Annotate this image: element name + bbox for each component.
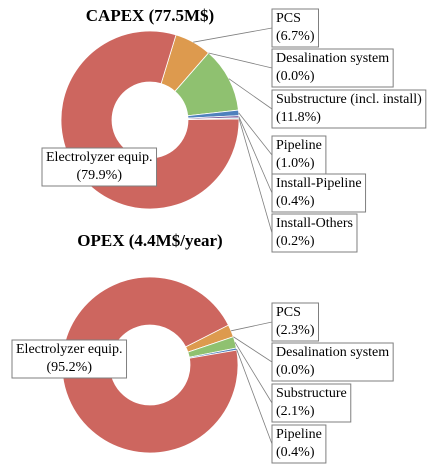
data-label: Desalination system (0.0%)	[271, 342, 394, 382]
data-label: Substructure (incl. install) (11.8%)	[271, 89, 427, 129]
label-box	[271, 135, 327, 175]
leader-line	[231, 321, 273, 332]
data-label: Install-Others (0.2%)	[271, 213, 358, 253]
data-label: Substructure (2.1%)	[271, 383, 352, 423]
label-box	[41, 147, 158, 187]
label-value: (2.1%)	[276, 404, 315, 419]
label-value: (95.2%)	[47, 360, 93, 375]
label-box	[271, 302, 319, 342]
data-label: Electrolyzer equip. (95.2%)	[11, 339, 128, 379]
label-value: (0.0%)	[276, 69, 315, 84]
label-box	[271, 424, 327, 464]
leader-line	[208, 52, 273, 69]
leader-line	[238, 118, 273, 234]
label-box	[271, 89, 427, 129]
label-value: (1.0%)	[276, 156, 315, 171]
label-value: (0.4%)	[276, 445, 315, 460]
leader-line	[234, 342, 273, 404]
donut-slice	[61, 276, 239, 454]
data-label: Install-Pipeline (0.4%)	[271, 173, 367, 213]
label-name: Electrolyzer equip.	[16, 342, 123, 357]
data-label: PCS (6.7%)	[271, 8, 319, 48]
label-name: Substructure (incl. install)	[276, 92, 422, 107]
label-box	[271, 213, 358, 253]
data-label: Pipeline (1.0%)	[271, 135, 327, 175]
label-value: (0.4%)	[276, 194, 315, 209]
label-value: (2.3%)	[276, 323, 315, 338]
label-value: (0.2%)	[276, 234, 315, 249]
label-name: Install-Pipeline	[276, 176, 362, 191]
label-box	[271, 8, 319, 48]
data-label: PCS (2.3%)	[271, 302, 319, 342]
leader-line	[233, 336, 273, 363]
label-name: PCS	[276, 305, 301, 320]
data-label: Electrolyzer equip. (79.9%)	[41, 147, 158, 187]
leader-line	[236, 348, 273, 445]
chart-title: OPEX (4.4M$/year)	[77, 231, 222, 250]
label-name: Pipeline	[276, 427, 322, 442]
label-name: Install-Others	[276, 216, 353, 231]
label-name: Desalination system	[276, 51, 389, 66]
label-value: (11.8%)	[276, 110, 321, 125]
label-name: PCS	[276, 11, 301, 26]
label-value: (0.0%)	[276, 363, 315, 378]
label-box	[271, 173, 367, 213]
label-box	[11, 339, 128, 379]
label-name: Electrolyzer equip.	[46, 150, 153, 165]
leader-line	[238, 116, 273, 194]
leader-line	[238, 112, 273, 156]
label-value: (6.7%)	[276, 29, 315, 44]
chart-title: CAPEX (77.5M$)	[86, 6, 214, 25]
label-name: Pipeline	[276, 138, 322, 153]
leader-line	[228, 78, 273, 110]
data-label: Desalination system (0.0%)	[271, 48, 394, 88]
data-label: Pipeline (0.4%)	[271, 424, 327, 464]
label-value: (79.9%)	[77, 168, 123, 183]
leader-line	[193, 27, 273, 43]
label-name: Substructure	[276, 386, 347, 401]
label-name: Desalination system	[276, 345, 389, 360]
label-box	[271, 383, 352, 423]
